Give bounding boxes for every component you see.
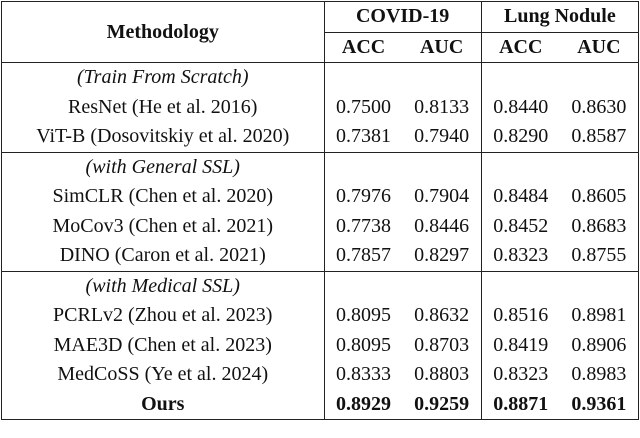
- value-cell: 0.7381: [336, 125, 392, 148]
- value-cell: 0.9259: [402, 389, 482, 420]
- data-row: ViT-B (Dosovitskiy et al. 2020) 0.7381 0.7…: [1, 122, 639, 152]
- value-cell: 0.8297: [402, 241, 482, 271]
- value-cell: 0.8446: [402, 211, 482, 241]
- value-cell: 0.8605: [559, 182, 639, 212]
- value-cell: 0.8095: [336, 333, 392, 356]
- value-cell: 0.8983: [559, 360, 639, 390]
- data-row: DINO (Caron et al. 2021) 0.7857 0.8297 0.83…: [1, 241, 639, 271]
- value-cell: 0.8703: [402, 330, 482, 360]
- value-cell: 0.8632: [402, 301, 482, 331]
- value-cell: 0.8981: [559, 301, 639, 331]
- data-row: MoCov3 (Chen et al. 2021) 0.7738 0.8446 0.8…: [1, 211, 639, 241]
- value-cell: 0.8587: [559, 122, 639, 152]
- empty-cell: [402, 62, 482, 93]
- metric-header: AUC: [402, 32, 482, 63]
- data-row: MedCoSS (Ye et al. 2024) 0.8333 0.8803 0.83…: [1, 360, 639, 390]
- value-cell: 0.8516: [493, 304, 549, 327]
- group-row: (Train From Scratch): [1, 62, 639, 93]
- value-cell: 0.8683: [559, 211, 639, 241]
- method-cell: DINO (Caron et al. 2021): [1, 241, 325, 271]
- metric-header: ACC: [499, 35, 543, 58]
- value-cell: 0.8133: [402, 92, 482, 122]
- empty-cell: [402, 152, 482, 182]
- dataset-header: Lung Nodule: [481, 1, 640, 33]
- value-cell: 0.8755: [559, 241, 639, 271]
- empty-cell: [559, 62, 639, 93]
- group-label: (Train From Scratch): [1, 62, 325, 93]
- value-cell: 0.7904: [402, 182, 482, 212]
- method-cell: MoCov3 (Chen et al. 2021): [1, 211, 325, 241]
- group-row: (with General SSL): [1, 152, 639, 182]
- empty-cell: [481, 63, 560, 93]
- group-row: (with Medical SSL): [1, 271, 639, 301]
- method-cell: ViT-B (Dosovitskiy et al. 2020): [1, 122, 325, 152]
- data-row: MAE3D (Chen et al. 2023) 0.8095 0.8703 0.84…: [1, 330, 639, 360]
- empty-cell: [324, 63, 403, 93]
- value-cell: 0.9361: [559, 389, 639, 420]
- dataset-header: COVID-19: [324, 1, 482, 33]
- method-cell: MedCoSS (Ye et al. 2024): [1, 360, 325, 390]
- results-table: Methodology COVID-19 Lung Nodule ACC AUC…: [1, 1, 640, 420]
- group-label: (with General SSL): [1, 152, 325, 182]
- value-cell: 0.8419: [493, 333, 549, 356]
- metric-header: ACC: [341, 35, 386, 58]
- value-cell: 0.8803: [402, 360, 482, 390]
- value-cell: 0.8484: [493, 185, 549, 208]
- data-row: SimCLR (Chen et al. 2020) 0.7976 0.7904 0.8…: [1, 182, 639, 212]
- method-cell: SimCLR (Chen et al. 2020): [1, 182, 325, 212]
- method-cell: ResNet (He et al. 2016): [1, 92, 325, 122]
- method-cell: PCRLv2 (Zhou et al. 2023): [1, 301, 325, 331]
- empty-cell: [559, 152, 639, 182]
- value-cell: 0.8323: [493, 244, 549, 267]
- value-cell: 0.7857: [336, 244, 392, 267]
- metric-header: AUC: [559, 32, 639, 63]
- method-cell: Ours: [1, 389, 325, 420]
- table-body: (Train From Scratch) ResNet (He et al. 20…: [1, 62, 639, 420]
- empty-cell: [324, 152, 403, 182]
- empty-cell: [481, 152, 560, 182]
- value-cell: 0.8095: [336, 304, 392, 327]
- empty-cell: [481, 271, 560, 301]
- value-cell: 0.7940: [402, 122, 482, 152]
- value-cell: 0.8871: [493, 392, 549, 415]
- value-cell: 0.8452: [493, 214, 549, 237]
- value-cell: 0.8630: [559, 92, 639, 122]
- value-cell: 0.8333: [336, 363, 392, 386]
- value-cell: 0.8929: [336, 392, 392, 415]
- value-cell: 0.7976: [336, 185, 392, 208]
- value-cell: 0.7738: [336, 214, 392, 237]
- value-cell: 0.8323: [493, 363, 549, 386]
- data-row: ResNet (He et al. 2016) 0.7500 0.8133 0.844…: [1, 92, 639, 122]
- method-header: Methodology: [1, 1, 325, 63]
- value-cell: 0.8440: [493, 95, 549, 118]
- empty-cell: [559, 271, 639, 301]
- data-row: Ours 0.8929 0.9259 0.8871 0.9361: [1, 389, 639, 420]
- empty-cell: [402, 271, 482, 301]
- data-row: PCRLv2 (Zhou et al. 2023) 0.8095 0.8632 0.8…: [1, 301, 639, 331]
- empty-cell: [324, 271, 403, 301]
- value-cell: 0.7500: [336, 95, 392, 118]
- group-label: (with Medical SSL): [1, 271, 325, 301]
- value-cell: 0.8906: [559, 330, 639, 360]
- value-cell: 0.8290: [493, 125, 549, 148]
- method-cell: MAE3D (Chen et al. 2023): [1, 330, 325, 360]
